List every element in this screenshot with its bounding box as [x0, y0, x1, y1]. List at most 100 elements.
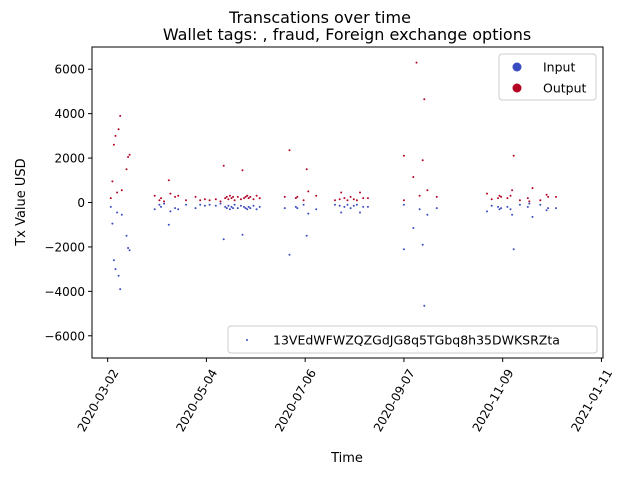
output-point — [127, 156, 130, 158]
output-point — [539, 199, 542, 202]
output-point — [426, 189, 429, 192]
output-point — [423, 98, 426, 101]
output-point — [222, 164, 225, 167]
input-point — [230, 205, 233, 208]
legend-wallet-label: 13VEdWFWZQZGdJG8q5TGbq8h35DWKSRZta — [273, 333, 560, 348]
input-point — [528, 202, 531, 205]
input-point — [236, 207, 239, 210]
chart-subtitle: Wallet tags: , fraud, Foreign exchange o… — [163, 25, 531, 44]
output-point — [224, 197, 227, 200]
output-point — [490, 198, 493, 201]
input-point — [511, 213, 514, 216]
input-point — [355, 203, 358, 206]
input-point — [109, 205, 112, 208]
output-point — [227, 198, 230, 201]
input-point — [294, 205, 297, 208]
input-point — [203, 204, 206, 207]
y-tick-label: −4000 — [44, 285, 85, 299]
output-point — [415, 61, 418, 64]
output-point — [185, 199, 187, 202]
output-point — [125, 168, 128, 171]
input-point — [194, 207, 197, 210]
output-point — [225, 195, 228, 198]
legend-output-label: Output — [543, 81, 587, 96]
y-tick-label: 4000 — [54, 107, 85, 121]
output-point — [241, 169, 244, 172]
output-point — [174, 195, 177, 198]
legend-output-marker — [512, 83, 522, 93]
input-point — [228, 208, 231, 211]
output-point — [128, 153, 131, 156]
input-point — [224, 205, 227, 208]
output-point — [117, 128, 120, 131]
legend-top: Input Output — [498, 53, 597, 101]
output-point — [497, 197, 499, 200]
input-point — [160, 205, 162, 208]
output-point — [194, 195, 197, 198]
input-point — [498, 208, 501, 211]
input-point — [222, 238, 225, 241]
output-point — [555, 195, 557, 198]
input-point — [239, 204, 242, 207]
y-tick-label: −6000 — [44, 329, 85, 343]
output-point — [244, 195, 247, 198]
input-point — [153, 208, 156, 211]
output-point — [109, 197, 112, 200]
input-point — [116, 211, 119, 214]
output-point — [506, 197, 509, 200]
output-point — [418, 194, 421, 197]
input-point — [346, 203, 349, 206]
input-point — [349, 207, 352, 210]
y-tick-label: 2000 — [54, 152, 85, 166]
input-point — [526, 205, 529, 208]
output-point — [230, 197, 233, 200]
input-point — [243, 205, 245, 208]
output-point — [343, 197, 346, 200]
input-point — [497, 205, 499, 208]
input-point — [366, 205, 369, 208]
input-point — [305, 234, 308, 237]
output-point — [402, 199, 405, 202]
input-point — [258, 205, 261, 208]
output-point — [509, 194, 512, 197]
output-point — [547, 195, 550, 198]
output-point — [119, 114, 122, 117]
x-tick-label: 2020-05-04 — [173, 367, 220, 434]
output-point — [355, 199, 358, 202]
output-point — [228, 194, 231, 197]
output-point — [349, 195, 352, 198]
output-point — [203, 198, 206, 201]
output-point — [315, 194, 318, 197]
output-point — [294, 197, 297, 200]
output-point — [219, 200, 222, 203]
input-point — [512, 248, 515, 251]
input-point — [426, 213, 429, 216]
input-point — [547, 207, 550, 210]
input-point — [125, 234, 128, 237]
input-point — [233, 203, 236, 206]
x-tick-label: 2021-01-11 — [568, 367, 615, 434]
input-point — [232, 207, 235, 210]
output-point — [233, 199, 236, 202]
input-point — [500, 207, 503, 210]
output-point — [531, 187, 534, 190]
output-point — [302, 199, 305, 202]
legend-wallet-marker — [246, 339, 248, 341]
input-point — [169, 210, 172, 213]
output-point — [249, 195, 252, 198]
input-point — [343, 205, 346, 208]
input-point — [518, 203, 521, 206]
input-point — [185, 203, 187, 206]
input-point — [338, 204, 341, 207]
y-tick-label: 0 — [77, 196, 85, 210]
output-point — [199, 199, 202, 202]
output-point — [177, 194, 180, 197]
input-point — [531, 215, 534, 218]
input-point — [288, 253, 291, 256]
x-tick-label: 2020-09-07 — [371, 367, 418, 434]
legend-input-marker — [512, 62, 522, 72]
input-point — [402, 248, 405, 251]
output-point — [247, 197, 250, 200]
legend-bottom: 13VEdWFWZQZGdJG8q5TGbq8h35DWKSRZta — [227, 325, 598, 354]
